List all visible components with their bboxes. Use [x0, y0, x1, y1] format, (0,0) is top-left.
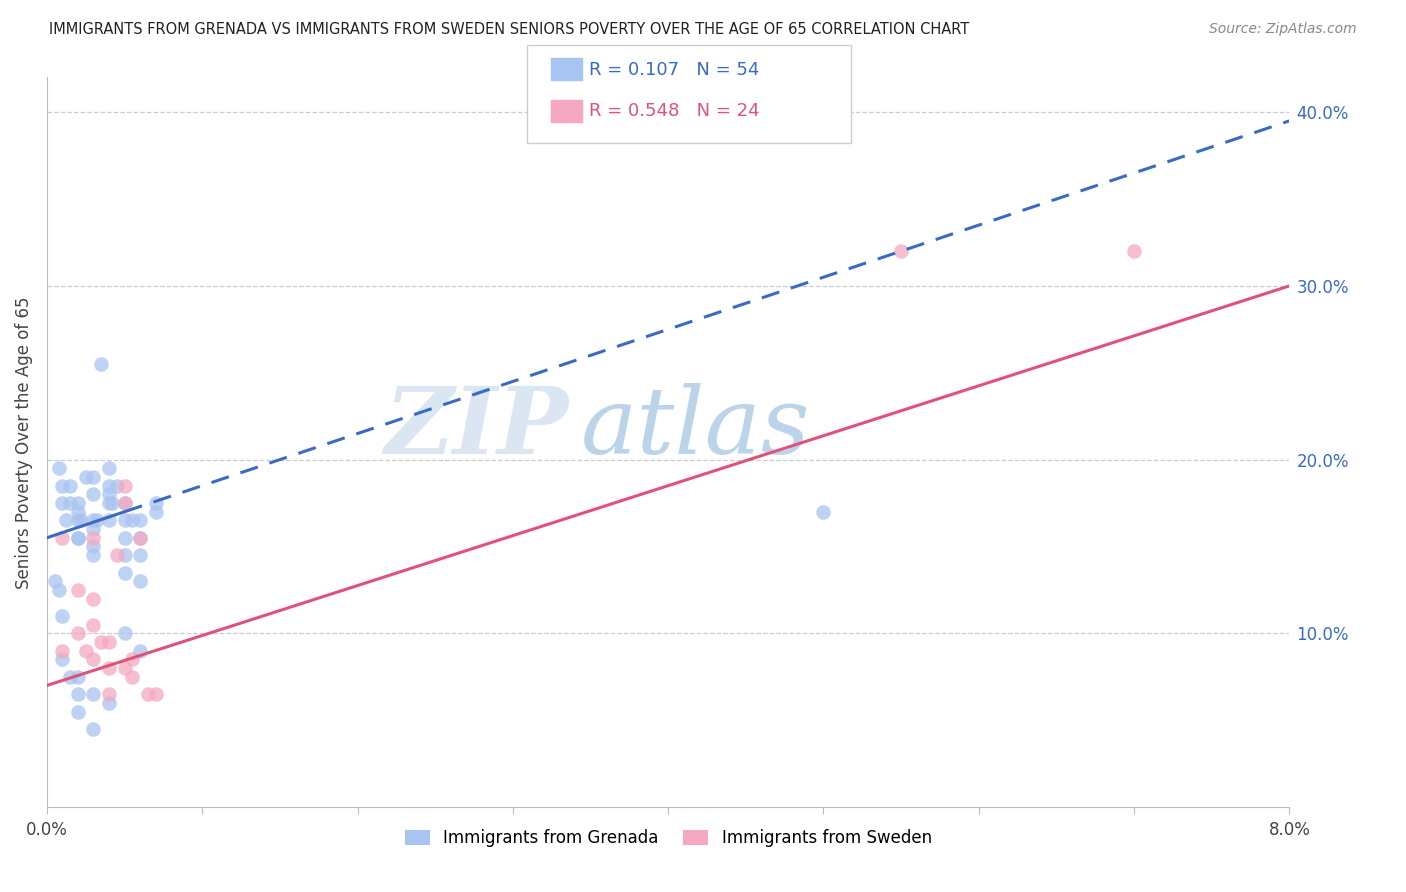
- Point: [105, 478, 128, 492]
- Point: [66, 531, 89, 545]
- Point: [90, 635, 112, 649]
- Text: R = 0.548   N = 24: R = 0.548 N = 24: [589, 103, 759, 120]
- Point: [51, 609, 73, 624]
- Point: [98, 696, 121, 710]
- Point: [82, 540, 104, 554]
- Point: [82, 617, 104, 632]
- Point: [51, 478, 73, 492]
- Point: [129, 531, 152, 545]
- Point: [98, 687, 121, 701]
- Point: [82, 548, 104, 562]
- Point: [51, 531, 73, 545]
- Point: [114, 496, 136, 510]
- Point: [48, 582, 70, 597]
- Point: [1123, 244, 1146, 259]
- Point: [59, 478, 82, 492]
- Point: [70, 513, 93, 527]
- Point: [129, 574, 152, 589]
- Point: [98, 661, 121, 675]
- Point: [98, 513, 121, 527]
- Point: [66, 505, 89, 519]
- Point: [121, 670, 143, 684]
- Y-axis label: Seniors Poverty Over the Age of 65: Seniors Poverty Over the Age of 65: [15, 296, 32, 589]
- Point: [136, 687, 159, 701]
- Point: [51, 652, 73, 666]
- Point: [66, 687, 89, 701]
- Point: [82, 531, 104, 545]
- Point: [44, 574, 66, 589]
- Point: [114, 513, 136, 527]
- Point: [82, 722, 104, 736]
- Point: [86, 513, 108, 527]
- Point: [55, 513, 77, 527]
- Point: [66, 705, 89, 719]
- Point: [101, 496, 124, 510]
- Point: [66, 531, 89, 545]
- Point: [66, 496, 89, 510]
- Text: ZIP: ZIP: [384, 383, 569, 473]
- Point: [114, 478, 136, 492]
- Point: [59, 496, 82, 510]
- Point: [75, 470, 97, 484]
- Point: [98, 487, 121, 501]
- Point: [82, 487, 104, 501]
- Point: [98, 635, 121, 649]
- Point: [145, 687, 167, 701]
- Point: [82, 513, 104, 527]
- Point: [66, 670, 89, 684]
- Point: [114, 626, 136, 640]
- Point: [129, 643, 152, 657]
- Point: [145, 505, 167, 519]
- Point: [48, 461, 70, 475]
- Point: [59, 670, 82, 684]
- Point: [129, 513, 152, 527]
- Point: [813, 505, 835, 519]
- Point: [129, 531, 152, 545]
- Point: [129, 548, 152, 562]
- Point: [105, 548, 128, 562]
- Text: Source: ZipAtlas.com: Source: ZipAtlas.com: [1209, 22, 1357, 37]
- Point: [98, 461, 121, 475]
- Point: [82, 687, 104, 701]
- Text: IMMIGRANTS FROM GRENADA VS IMMIGRANTS FROM SWEDEN SENIORS POVERTY OVER THE AGE O: IMMIGRANTS FROM GRENADA VS IMMIGRANTS FR…: [49, 22, 970, 37]
- Point: [98, 496, 121, 510]
- Text: R = 0.107   N = 54: R = 0.107 N = 54: [589, 61, 759, 78]
- Point: [66, 513, 89, 527]
- Point: [121, 652, 143, 666]
- Point: [75, 643, 97, 657]
- Point: [82, 522, 104, 536]
- Point: [114, 531, 136, 545]
- Point: [82, 652, 104, 666]
- Text: atlas: atlas: [581, 383, 811, 473]
- Point: [114, 548, 136, 562]
- Point: [98, 478, 121, 492]
- Point: [890, 244, 912, 259]
- Point: [114, 496, 136, 510]
- Legend: Immigrants from Grenada, Immigrants from Sweden: Immigrants from Grenada, Immigrants from…: [398, 822, 938, 854]
- Point: [145, 496, 167, 510]
- Point: [66, 582, 89, 597]
- Point: [121, 513, 143, 527]
- Point: [66, 626, 89, 640]
- Point: [114, 566, 136, 580]
- Point: [90, 357, 112, 371]
- Point: [114, 661, 136, 675]
- Point: [82, 591, 104, 606]
- Point: [82, 470, 104, 484]
- Point: [51, 643, 73, 657]
- Point: [51, 496, 73, 510]
